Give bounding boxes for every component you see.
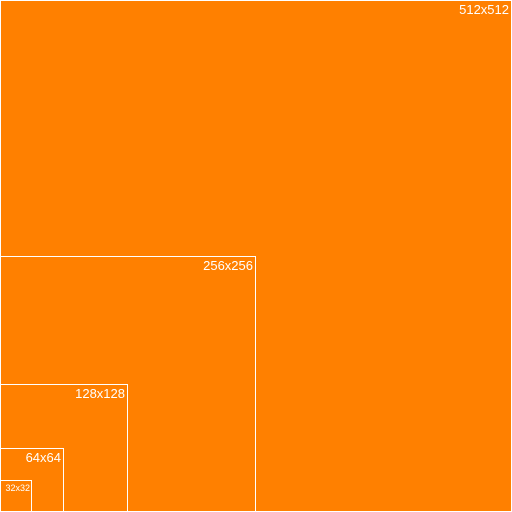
square-512-label: 512x512	[459, 2, 509, 17]
square-128-label: 128x128	[75, 386, 125, 401]
square-64-label: 64x64	[25, 450, 61, 465]
square-32: 32x32	[0, 480, 32, 512]
square-32-label: 32x32	[5, 483, 30, 493]
square-256-label: 256x256	[203, 258, 253, 273]
